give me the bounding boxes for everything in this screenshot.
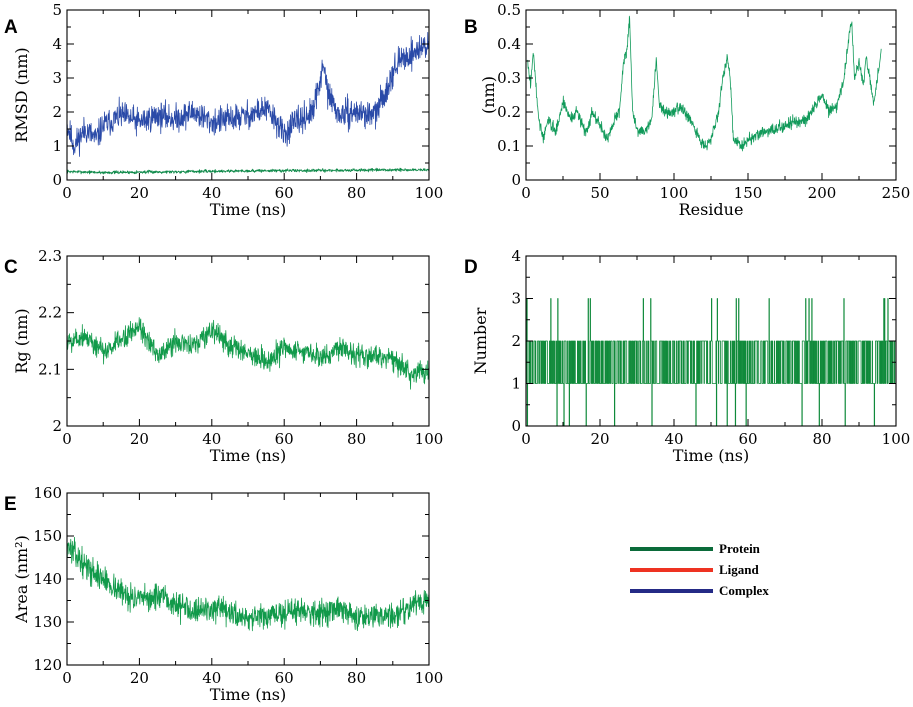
y-tick-label: 0.2 (497, 103, 521, 121)
x-tick-label: 250 (882, 184, 911, 202)
x-tick-label: 20 (130, 184, 149, 202)
plot-area (67, 317, 429, 390)
x-tick-label: 0 (521, 430, 531, 448)
panel-letter: C (4, 257, 18, 278)
y-tick-label: 0.3 (497, 69, 521, 87)
series-line-protein (527, 15, 882, 152)
x-tick-label: 20 (590, 430, 609, 448)
y-tick-label: 0.5 (497, 1, 521, 19)
x-tick-label: 150 (734, 184, 763, 202)
x-tick-label: 80 (812, 430, 831, 448)
panel-a: A 0 20 40 60 80 100 0 1 2 3 4 5 Time (ns) RMSD (nm) (4, 1, 443, 219)
legend-item-ligand: Ligand (630, 562, 760, 577)
y-tick-label: 130 (33, 613, 62, 631)
legend-label: Protein (719, 541, 761, 556)
y-tick-label: 150 (33, 527, 62, 545)
y-tick-label: 120 (33, 656, 62, 674)
x-axis-label: Residue (679, 200, 744, 219)
panel-e: E 0 20 40 60 80 100 120 130 140 150 160 Time (ns) Are… (4, 484, 443, 704)
x-tick-label: 200 (808, 184, 837, 202)
plot-area (67, 31, 429, 175)
y-tick-label: 140 (33, 570, 62, 588)
x-axis-label: Time (ns) (210, 200, 287, 219)
legend-item-complex: Complex (630, 583, 769, 598)
y-tick-label: 4 (52, 35, 62, 53)
x-tick-label: 40 (202, 669, 221, 687)
series-line-complex (67, 31, 429, 157)
y-axis-label: Number (471, 307, 490, 374)
x-tick-label: 80 (347, 430, 366, 448)
series-line-protein (67, 167, 429, 175)
x-tick-label: 80 (347, 669, 366, 687)
y-tick-label: 2.3 (38, 247, 62, 265)
y-tick-label: 1 (52, 137, 62, 155)
panel-letter: B (464, 17, 478, 38)
plot-area (527, 15, 882, 152)
y-axis-label: RMSD (nm) (12, 47, 31, 142)
y-tick-label: 3 (52, 69, 62, 87)
y-axis-label: Rg (nm) (12, 308, 31, 373)
panel-letter: D (464, 257, 478, 278)
series-line-protein (67, 317, 429, 390)
plot-frame (525, 9, 897, 181)
x-tick-label: 0 (62, 430, 72, 448)
y-tick-label: 3 (511, 290, 521, 308)
y-tick-label: 0 (511, 417, 521, 435)
y-tick-label: 1 (511, 375, 521, 393)
legend: Protein Ligand Complex (630, 541, 769, 598)
y-tick-label: 2 (52, 103, 62, 121)
y-tick-label: 160 (33, 484, 62, 502)
legend-label: Complex (719, 583, 769, 598)
x-tick-label: 0 (521, 184, 531, 202)
x-tick-label: 50 (590, 184, 609, 202)
x-tick-label: 60 (275, 669, 294, 687)
y-tick-label: 2 (52, 417, 62, 435)
x-tick-label: 0 (62, 669, 72, 687)
panel-c: C 0 20 40 60 80 100 2 2.1 2.2 2.3 Time (ns) Rg (nm) (4, 247, 443, 465)
x-tick-label: 100 (660, 184, 689, 202)
plot-area (526, 298, 896, 426)
panel-b: B 0 50 100 150 200 250 0 0.1 0.2 0.3 0.4 0.5 Residue (… (464, 1, 910, 219)
x-tick-label: 60 (275, 430, 294, 448)
x-tick-label: 100 (415, 184, 444, 202)
series-line-protein (526, 298, 896, 426)
x-axis-label: Time (ns) (673, 446, 750, 465)
y-tick-label: 0.1 (497, 137, 521, 155)
panel-letter: A (4, 17, 18, 38)
panel-letter: E (4, 494, 17, 515)
x-tick-label: 20 (130, 430, 149, 448)
x-tick-label: 40 (202, 184, 221, 202)
y-tick-label: 2.1 (38, 360, 62, 378)
x-tick-label: 40 (202, 430, 221, 448)
y-tick-label: 0.4 (497, 35, 521, 53)
y-tick-label: 0 (511, 171, 521, 189)
panel-d: D 0 20 40 60 80 100 0 1 2 3 4 Time (ns) Number (464, 247, 910, 465)
x-tick-label: 40 (664, 430, 683, 448)
x-tick-label: 100 (415, 430, 444, 448)
x-tick-label: 80 (347, 184, 366, 202)
y-tick-label: 2 (511, 332, 521, 350)
x-axis-label: Time (ns) (210, 685, 287, 704)
y-tick-label: 5 (52, 1, 62, 19)
legend-label: Ligand (719, 562, 760, 577)
plot-frame (66, 9, 430, 181)
y-axis-label: Area (nm²) (12, 535, 31, 624)
x-tick-label: 100 (415, 669, 444, 687)
x-tick-label: 60 (738, 430, 757, 448)
series-line-protein (67, 536, 429, 632)
x-tick-label: 60 (275, 184, 294, 202)
legend-item-protein: Protein (630, 541, 761, 556)
y-axis-label: (nm) (479, 76, 498, 114)
x-tick-label: 20 (130, 669, 149, 687)
x-tick-label: 100 (882, 430, 911, 448)
x-axis-label: Time (ns) (210, 446, 287, 465)
y-tick-label: 0 (52, 171, 62, 189)
y-tick-label: 2.2 (38, 304, 62, 322)
x-tick-label: 0 (62, 184, 72, 202)
y-tick-label: 4 (511, 247, 521, 265)
plot-area (67, 536, 429, 632)
